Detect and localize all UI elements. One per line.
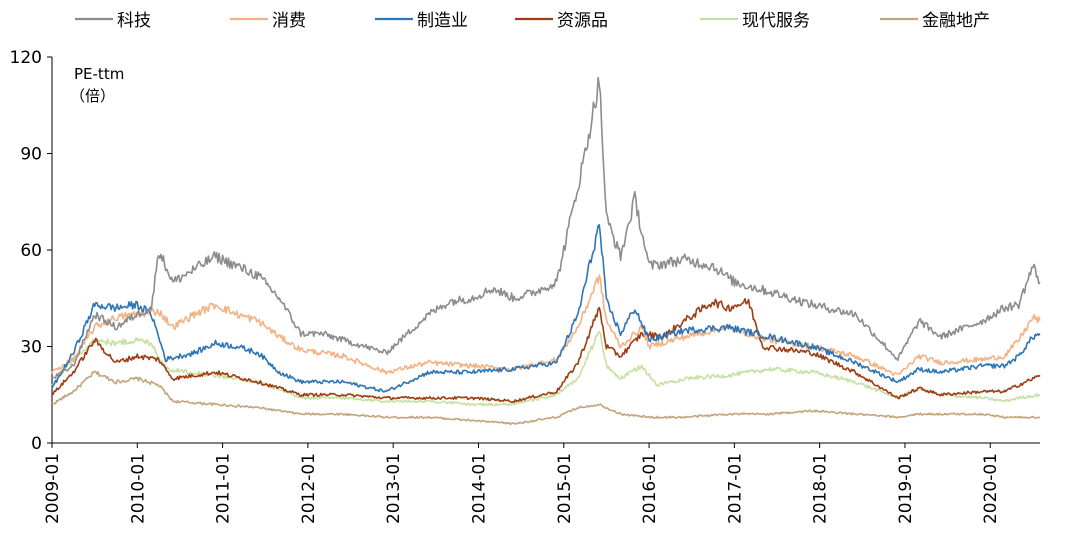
series-lines bbox=[51, 76, 1041, 426]
x-tick-label: 2013-01 bbox=[384, 453, 404, 524]
x-tick-label: 2010-01 bbox=[128, 453, 148, 524]
series-line-3 bbox=[51, 298, 1041, 404]
x-tick-label: 2012-01 bbox=[299, 453, 319, 524]
y-axis-unit: （倍） bbox=[70, 87, 115, 105]
y-tick-label: 0 bbox=[31, 434, 42, 454]
series-line-0 bbox=[51, 76, 1041, 379]
y-ticks: 0 30 60 90 120 bbox=[10, 48, 52, 454]
legend-label: 金融地产 bbox=[922, 11, 990, 31]
series-line-5 bbox=[51, 370, 1041, 426]
legend-label: 现代服务 bbox=[742, 11, 810, 31]
x-tick-label: 2016-01 bbox=[640, 453, 660, 524]
y-tick-label: 60 bbox=[20, 241, 42, 261]
x-tick-label: 2015-01 bbox=[555, 453, 575, 524]
series-line-1 bbox=[51, 274, 1041, 376]
x-tick-label: 2014-01 bbox=[469, 453, 489, 524]
x-ticks: 2009-01 2010-01 2011-01 2012-01 2013-01 2014-… bbox=[43, 443, 1001, 524]
y-tick-label: 90 bbox=[20, 145, 42, 165]
legend-label: 消费 bbox=[272, 11, 306, 31]
x-tick-label: 2019-01 bbox=[896, 453, 916, 524]
x-tick-label: 2018-01 bbox=[811, 453, 831, 524]
legend-label: 科技 bbox=[117, 11, 151, 31]
y-tick-label: 30 bbox=[20, 338, 42, 358]
legend-label: 资源品 bbox=[557, 11, 608, 31]
x-tick-label: 2011-01 bbox=[214, 453, 234, 524]
series-line-4 bbox=[51, 330, 1040, 407]
y-tick-label: 120 bbox=[10, 48, 42, 68]
legend: 科技 消费 制造业 资源品 现代服务 金融地产 bbox=[75, 11, 990, 31]
x-tick-label: 2020-01 bbox=[981, 453, 1001, 524]
y-axis-label: PE-ttm bbox=[74, 65, 124, 83]
legend-label: 制造业 bbox=[417, 11, 468, 31]
x-tick-label: 2009-01 bbox=[43, 453, 63, 524]
series-line-2 bbox=[51, 224, 1041, 393]
x-tick-label: 2017-01 bbox=[725, 453, 745, 524]
